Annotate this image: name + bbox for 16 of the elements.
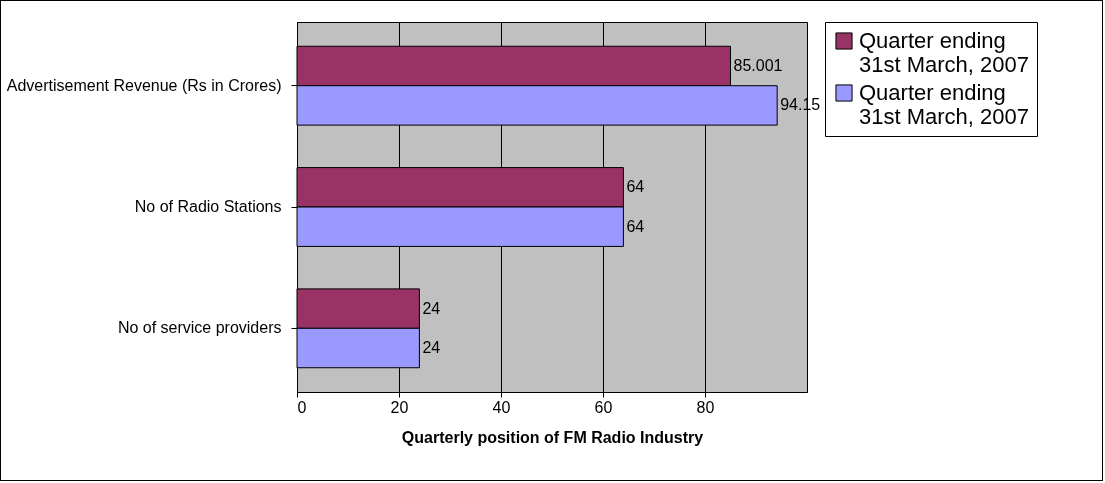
legend-label: Quarter ending 31st March, 2007 [859,80,1029,129]
x-tick-label: 60 [594,398,613,416]
data-label: 24 [422,299,441,317]
data-label: 64 [626,178,645,196]
x-axis-title: Quarterly position of FM Radio Industry [401,428,704,446]
data-label: 85.001 [733,56,783,74]
legend-label: Quarter ending 31st March, 2007 [859,28,1029,77]
x-tick-label: 80 [696,398,715,416]
y-tick-label: No of Radio Stations [134,198,282,215]
x-tick-label: 40 [492,398,511,416]
y-tick-label: No of service providers [117,319,282,337]
x-tick-label: 0 [297,398,307,416]
data-label: 24 [422,339,441,357]
x-tick-label: 20 [390,398,409,416]
y-tick-label: Advertisement Revenue (Rs in Crores) [6,76,282,94]
data-label: 64 [626,217,645,235]
